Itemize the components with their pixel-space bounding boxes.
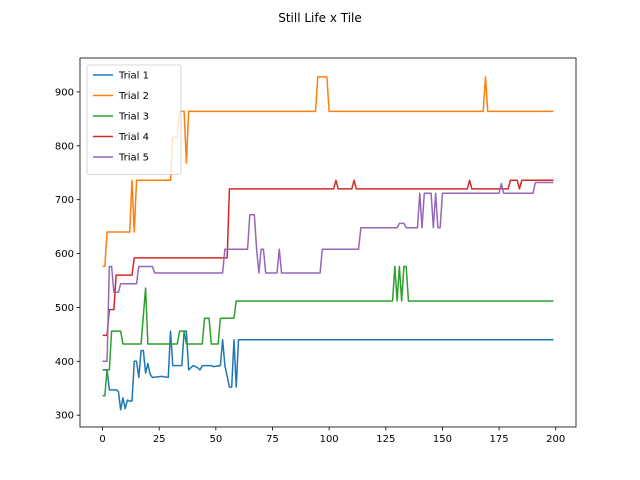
series-line-trial-4 (102, 179, 554, 337)
x-tick-label: 200 (546, 434, 565, 445)
series-line-trial-5 (102, 181, 554, 363)
legend-box (86, 64, 182, 175)
y-tick-label: 300 (55, 411, 74, 422)
y-tick-label: 500 (55, 303, 74, 314)
x-axis: 0 25 50 75 100 125 150 175 200 (99, 427, 565, 445)
x-tick-label: 100 (320, 434, 339, 445)
x-tick-label: 50 (209, 434, 222, 445)
y-tick-label: 800 (55, 141, 74, 152)
y-tick-label: 400 (55, 357, 74, 368)
x-tick-label: 150 (433, 434, 452, 445)
plot-frame (79, 57, 577, 428)
x-tick-label: 0 (99, 434, 105, 445)
series-line-trial-1 (102, 330, 554, 411)
series-line-trial-3 (102, 265, 554, 397)
series-line-trial-2 (102, 76, 554, 268)
legend-label: Trial 2 (118, 91, 149, 102)
y-axis: 300 400 500 600 700 800 900 (55, 87, 80, 422)
plot-lines (102, 76, 554, 411)
legend-label: Trial 1 (118, 71, 149, 82)
y-tick-label: 600 (55, 249, 74, 260)
y-tick-label: 900 (55, 87, 74, 98)
legend-label: Trial 5 (118, 153, 149, 164)
legend-label: Trial 3 (118, 112, 149, 123)
chart-title: Still Life x Tile (278, 11, 362, 25)
x-tick-label: 25 (153, 434, 166, 445)
x-tick-label: 125 (376, 434, 395, 445)
x-tick-label: 175 (490, 434, 509, 445)
legend-label: Trial 4 (118, 132, 149, 143)
y-tick-label: 700 (55, 195, 74, 206)
legend: Trial 1 Trial 2 Trial 3 Trial 4 Trial 5 (86, 64, 182, 175)
x-tick-label: 75 (266, 434, 279, 445)
